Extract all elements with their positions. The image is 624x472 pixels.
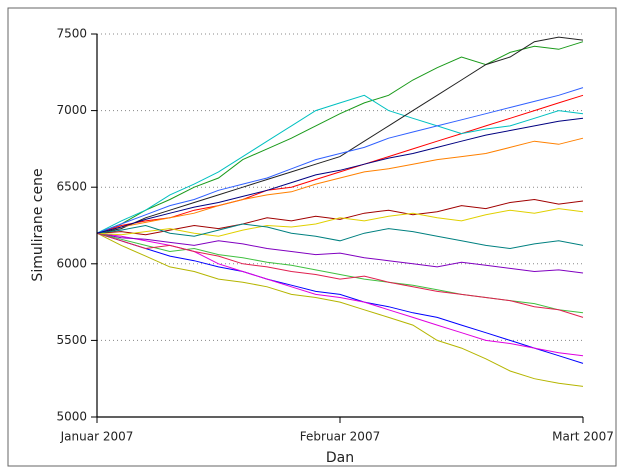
y-tick-label: 6500 [56, 180, 87, 194]
series-line [96, 208, 584, 237]
y-tick-label: 5000 [56, 410, 87, 424]
series-line [96, 36, 584, 234]
series-line [96, 87, 584, 234]
x-tick-label: Februar 2007 [300, 430, 380, 444]
frame [7, 7, 617, 467]
y-axis-label: Simulirane cene [30, 168, 46, 281]
series-line [96, 232, 584, 274]
y-tick-label: 7500 [56, 27, 87, 41]
series-line [96, 232, 584, 364]
series-line [96, 223, 584, 250]
series-line [96, 137, 584, 234]
series-line [96, 117, 584, 234]
y-tick-label: 5500 [56, 333, 87, 347]
series-line [96, 232, 584, 387]
x-tick-label: Mart 2007 [552, 430, 614, 444]
series-line [96, 94, 584, 234]
series-line [96, 198, 584, 236]
y-tick-label: 6000 [56, 256, 87, 270]
x-axis-label: Dan [326, 450, 354, 466]
series-line [96, 94, 584, 234]
series-line [96, 232, 584, 318]
series-line [96, 41, 584, 234]
x-tick-label: Januar 2007 [60, 430, 134, 444]
y-tick-label: 7000 [56, 103, 87, 117]
